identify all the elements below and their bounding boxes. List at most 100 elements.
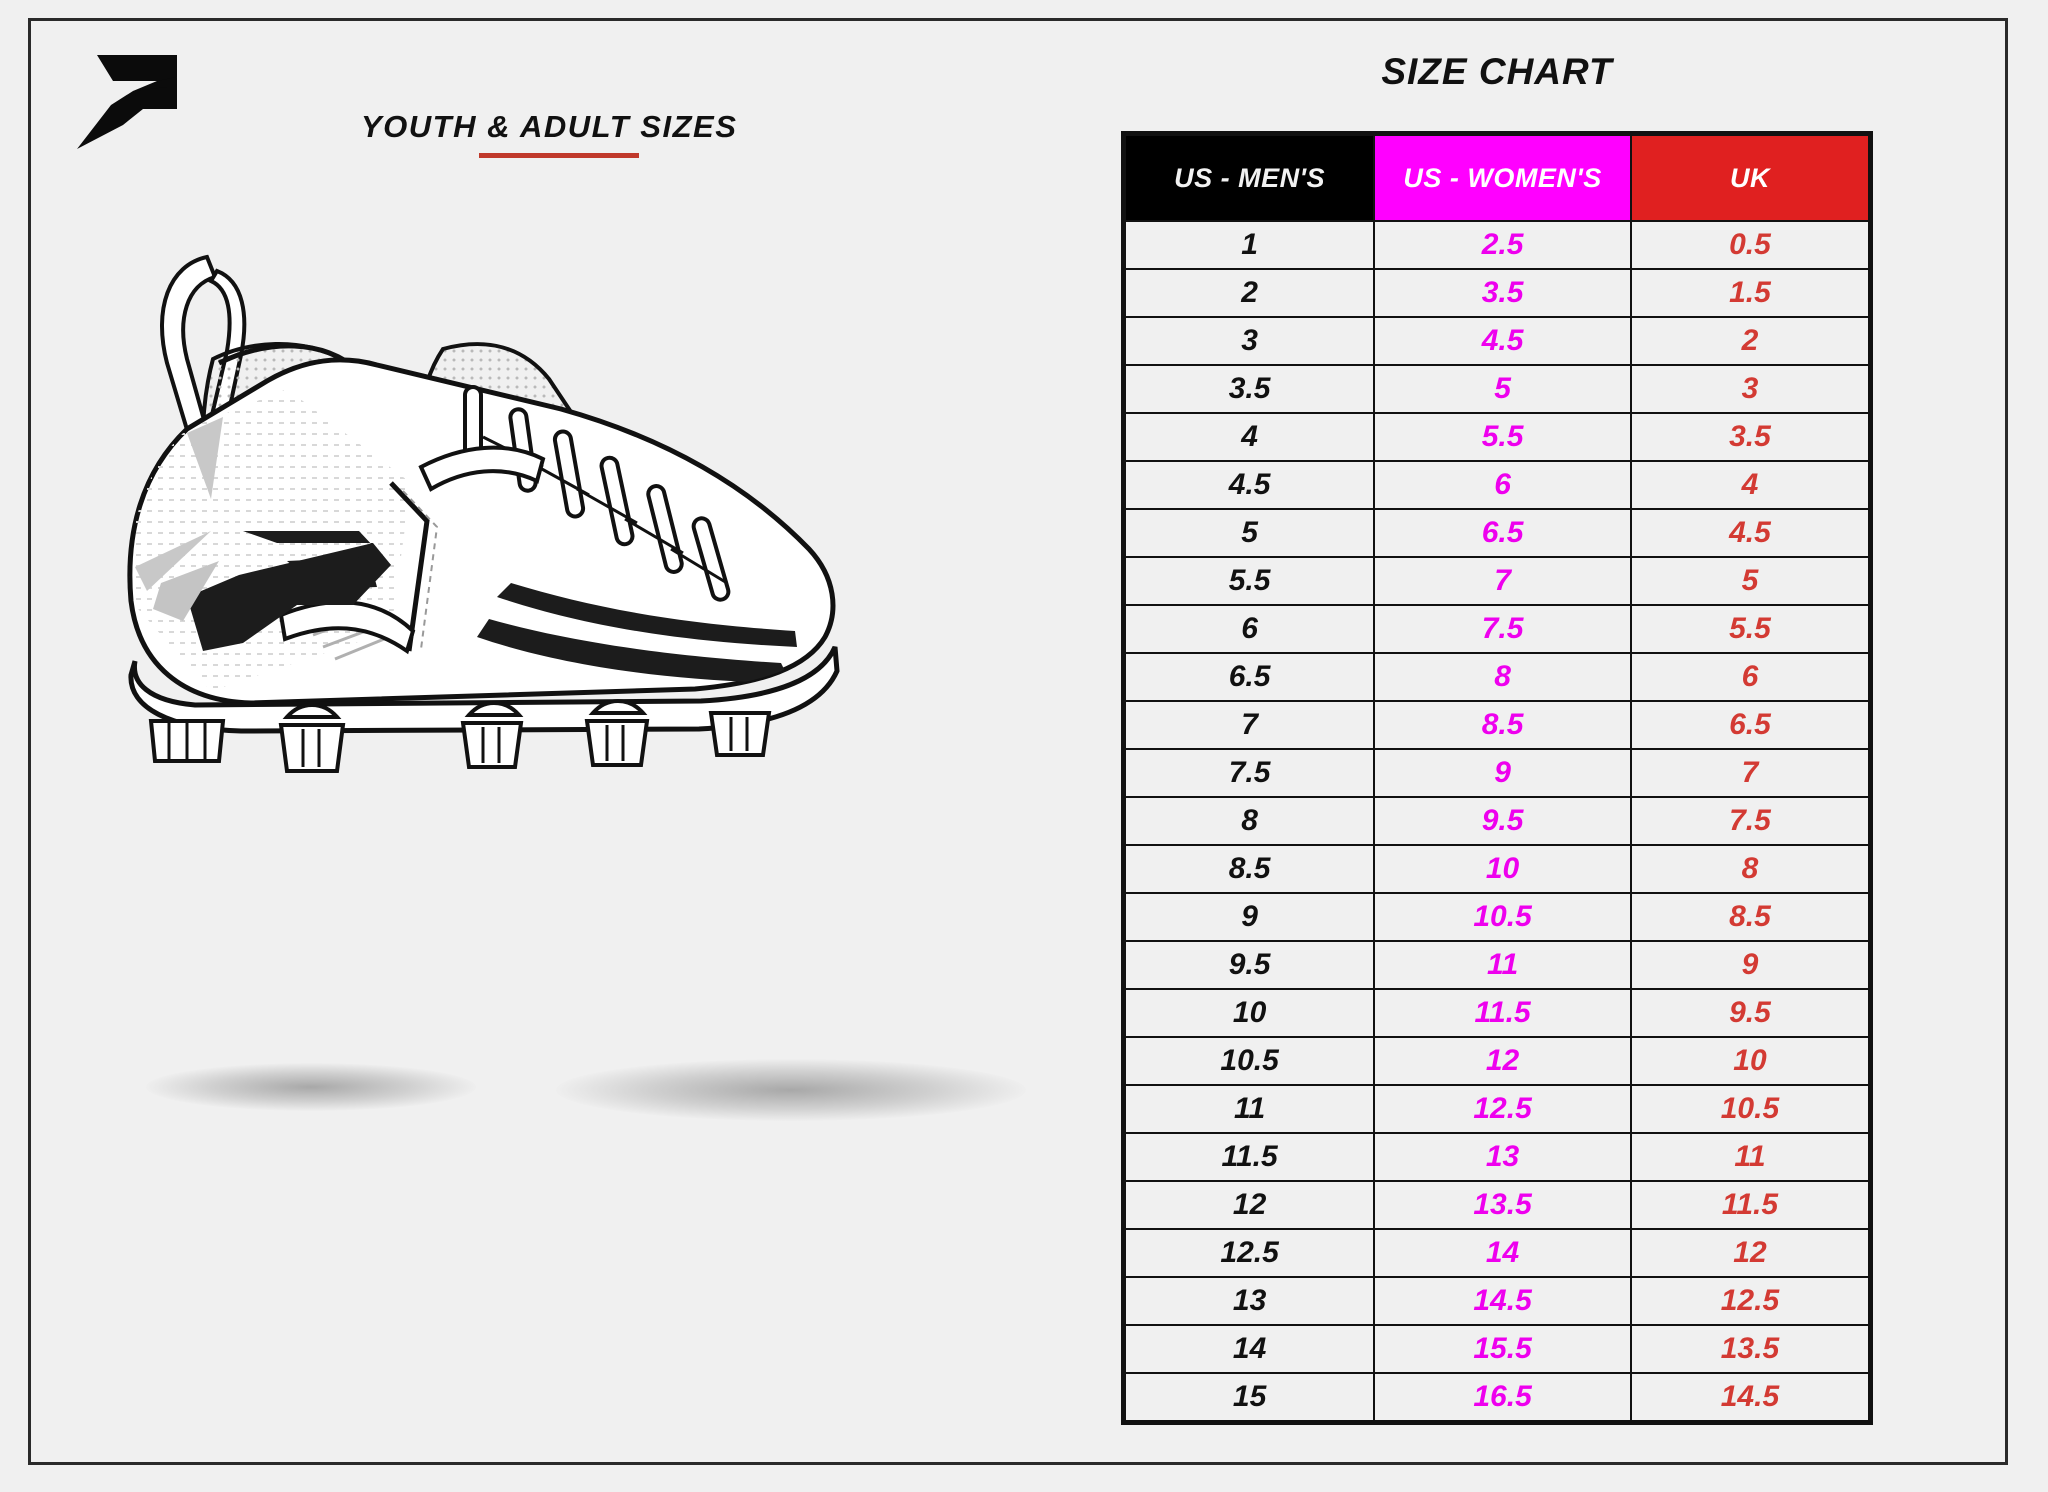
football-cleat-illustration — [91, 231, 881, 791]
size-men: 15 — [1123, 1372, 1376, 1422]
table-row: 6 7.5 5.5 — [1123, 604, 1871, 654]
size-uk: 10.5 — [1629, 1084, 1871, 1134]
column-header-us-mens: US - MEN'S — [1123, 134, 1376, 222]
size-uk: 5.5 — [1629, 604, 1871, 654]
size-chart-table: US - MEN'S US - WOMEN'S UK 1 2.5 0.5 2 3.5 1.… — [1121, 131, 1873, 1425]
size-uk: 11.5 — [1629, 1180, 1871, 1230]
size-men: 11 — [1123, 1084, 1376, 1134]
cleat-shadow-forefoot — [556, 1059, 1026, 1121]
table-row: 12.5 14 12 — [1123, 1228, 1871, 1278]
size-men: 6 — [1123, 604, 1376, 654]
size-women: 12 — [1373, 1036, 1632, 1086]
size-chart-title: SIZE CHART — [1381, 51, 1613, 92]
size-women: 3.5 — [1373, 268, 1632, 318]
size-men: 7.5 — [1123, 748, 1376, 798]
size-women: 9.5 — [1373, 796, 1632, 846]
page-headline: YOUTH & ADULT SIZES — [361, 109, 738, 144]
size-men: 6.5 — [1123, 652, 1376, 702]
size-men: 5 — [1123, 508, 1376, 558]
table-row: 8 9.5 7.5 — [1123, 796, 1871, 846]
size-men: 4.5 — [1123, 460, 1376, 510]
size-uk: 0.5 — [1629, 220, 1871, 270]
page-frame: YOUTH & ADULT SIZES — [28, 18, 2008, 1465]
brand-p-bolt-logo-icon — [71, 47, 189, 153]
size-women: 14 — [1373, 1228, 1632, 1278]
size-uk: 4.5 — [1629, 508, 1871, 558]
column-header-us-womens: US - WOMEN'S — [1373, 134, 1632, 222]
table-row: 10.5 12 10 — [1123, 1036, 1871, 1086]
size-uk: 6.5 — [1629, 700, 1871, 750]
table-row: 6.5 8 6 — [1123, 652, 1871, 702]
size-uk: 4 — [1629, 460, 1871, 510]
size-men: 1 — [1123, 220, 1376, 270]
size-men: 12 — [1123, 1180, 1376, 1230]
size-men: 4 — [1123, 412, 1376, 462]
size-uk: 10 — [1629, 1036, 1871, 1086]
table-row: 5 6.5 4.5 — [1123, 508, 1871, 558]
size-men: 12.5 — [1123, 1228, 1376, 1278]
size-uk: 2 — [1629, 316, 1871, 366]
column-header-uk: UK — [1629, 134, 1871, 222]
size-women: 4.5 — [1373, 316, 1632, 366]
table-row: 8.5 10 8 — [1123, 844, 1871, 894]
table-row: 10 11.5 9.5 — [1123, 988, 1871, 1038]
table-row: 3 4.5 2 — [1123, 316, 1871, 366]
size-uk: 11 — [1629, 1132, 1871, 1182]
size-women: 7.5 — [1373, 604, 1632, 654]
size-women: 5.5 — [1373, 412, 1632, 462]
size-men: 10 — [1123, 988, 1376, 1038]
size-women: 12.5 — [1373, 1084, 1632, 1134]
size-uk: 12 — [1629, 1228, 1871, 1278]
size-men: 8.5 — [1123, 844, 1376, 894]
size-men: 7 — [1123, 700, 1376, 750]
size-women: 11 — [1373, 940, 1632, 990]
table-row: 14 15.5 13.5 — [1123, 1324, 1871, 1374]
table-row: 7 8.5 6.5 — [1123, 700, 1871, 750]
table-row: 3.5 5 3 — [1123, 364, 1871, 414]
size-women: 7 — [1373, 556, 1632, 606]
size-men: 13 — [1123, 1276, 1376, 1326]
size-women: 8 — [1373, 652, 1632, 702]
size-women: 6.5 — [1373, 508, 1632, 558]
size-uk: 12.5 — [1629, 1276, 1871, 1326]
size-women: 6 — [1373, 460, 1632, 510]
size-uk: 8.5 — [1629, 892, 1871, 942]
size-men: 8 — [1123, 796, 1376, 846]
table-row: 11.5 13 11 — [1123, 1132, 1871, 1182]
size-uk: 8 — [1629, 844, 1871, 894]
size-women: 10 — [1373, 844, 1632, 894]
table-row: 9.5 11 9 — [1123, 940, 1871, 990]
table-header-row: US - MEN'S US - WOMEN'S UK — [1123, 134, 1871, 222]
size-men: 11.5 — [1123, 1132, 1376, 1182]
table-row: 7.5 9 7 — [1123, 748, 1871, 798]
size-women: 11.5 — [1373, 988, 1632, 1038]
size-women: 9 — [1373, 748, 1632, 798]
table-row: 5.5 7 5 — [1123, 556, 1871, 606]
size-women: 13 — [1373, 1132, 1632, 1182]
size-men: 14 — [1123, 1324, 1376, 1374]
size-women: 2.5 — [1373, 220, 1632, 270]
table-row: 9 10.5 8.5 — [1123, 892, 1871, 942]
size-men: 10.5 — [1123, 1036, 1376, 1086]
size-women: 15.5 — [1373, 1324, 1632, 1374]
size-men: 5.5 — [1123, 556, 1376, 606]
size-uk: 7 — [1629, 748, 1871, 798]
size-uk: 3.5 — [1629, 412, 1871, 462]
table-row: 12 13.5 11.5 — [1123, 1180, 1871, 1230]
size-men: 2 — [1123, 268, 1376, 318]
size-uk: 1.5 — [1629, 268, 1871, 318]
table-row: 2 3.5 1.5 — [1123, 268, 1871, 318]
size-men: 3 — [1123, 316, 1376, 366]
size-uk: 6 — [1629, 652, 1871, 702]
size-uk: 14.5 — [1629, 1372, 1871, 1422]
cleat-logo-mark — [187, 531, 391, 651]
size-uk: 3 — [1629, 364, 1871, 414]
size-women: 13.5 — [1373, 1180, 1632, 1230]
size-uk: 9 — [1629, 940, 1871, 990]
size-women: 14.5 — [1373, 1276, 1632, 1326]
table-row: 15 16.5 14.5 — [1123, 1372, 1871, 1422]
size-uk: 13.5 — [1629, 1324, 1871, 1374]
size-women: 10.5 — [1373, 892, 1632, 942]
size-men: 9.5 — [1123, 940, 1376, 990]
table-row: 13 14.5 12.5 — [1123, 1276, 1871, 1326]
